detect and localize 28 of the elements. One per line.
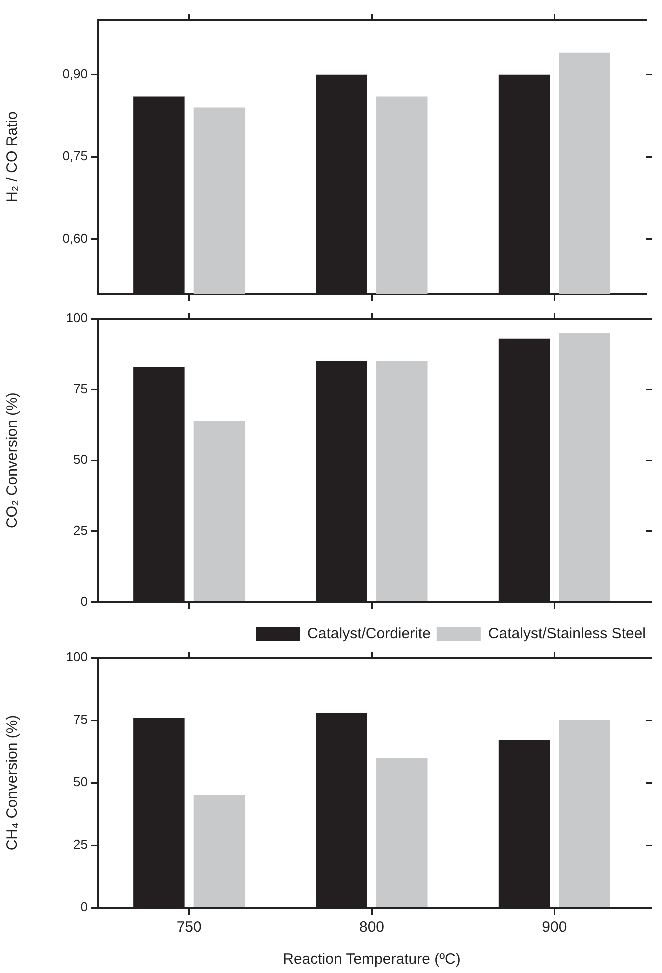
y-tick-label: 0 bbox=[80, 900, 88, 915]
bar bbox=[376, 758, 428, 908]
y-tick-label: 75 bbox=[74, 381, 88, 396]
y-tick-label: 0,75 bbox=[62, 148, 88, 164]
x-axis-title: Reaction Temperature (ºC) bbox=[283, 951, 461, 968]
y-tick-label: 0,90 bbox=[62, 66, 88, 82]
bar bbox=[194, 796, 246, 908]
x-tick-label: 900 bbox=[542, 919, 568, 936]
y-axis-title: CO₂ Conversion (%) bbox=[4, 392, 22, 529]
bar bbox=[376, 361, 428, 602]
legend-label: Catalyst/Stainless Steel bbox=[488, 626, 646, 643]
y-axis-title: H₂ / CO Ratio bbox=[4, 112, 22, 203]
y-tick-label: 0 bbox=[80, 594, 88, 609]
bar bbox=[194, 420, 246, 602]
x-tick-label: 750 bbox=[176, 919, 202, 936]
y-tick-label: 100 bbox=[66, 650, 88, 665]
x-tick-label: 800 bbox=[359, 919, 385, 936]
y-axis-title: CH₄ Conversion (%) bbox=[4, 715, 22, 851]
y-tick-label: 0,60 bbox=[62, 230, 88, 246]
y-tick-label: 75 bbox=[74, 712, 88, 728]
legend-label: Catalyst/Cordierite bbox=[308, 626, 431, 643]
y-tick-label: 50 bbox=[74, 774, 88, 790]
bar bbox=[559, 720, 610, 908]
y-tick-label: 50 bbox=[74, 452, 88, 468]
y-tick-label: 25 bbox=[74, 837, 88, 852]
y-tick-label: 25 bbox=[74, 522, 88, 538]
y-tick-label: 100 bbox=[66, 310, 88, 326]
bar bbox=[559, 333, 610, 602]
